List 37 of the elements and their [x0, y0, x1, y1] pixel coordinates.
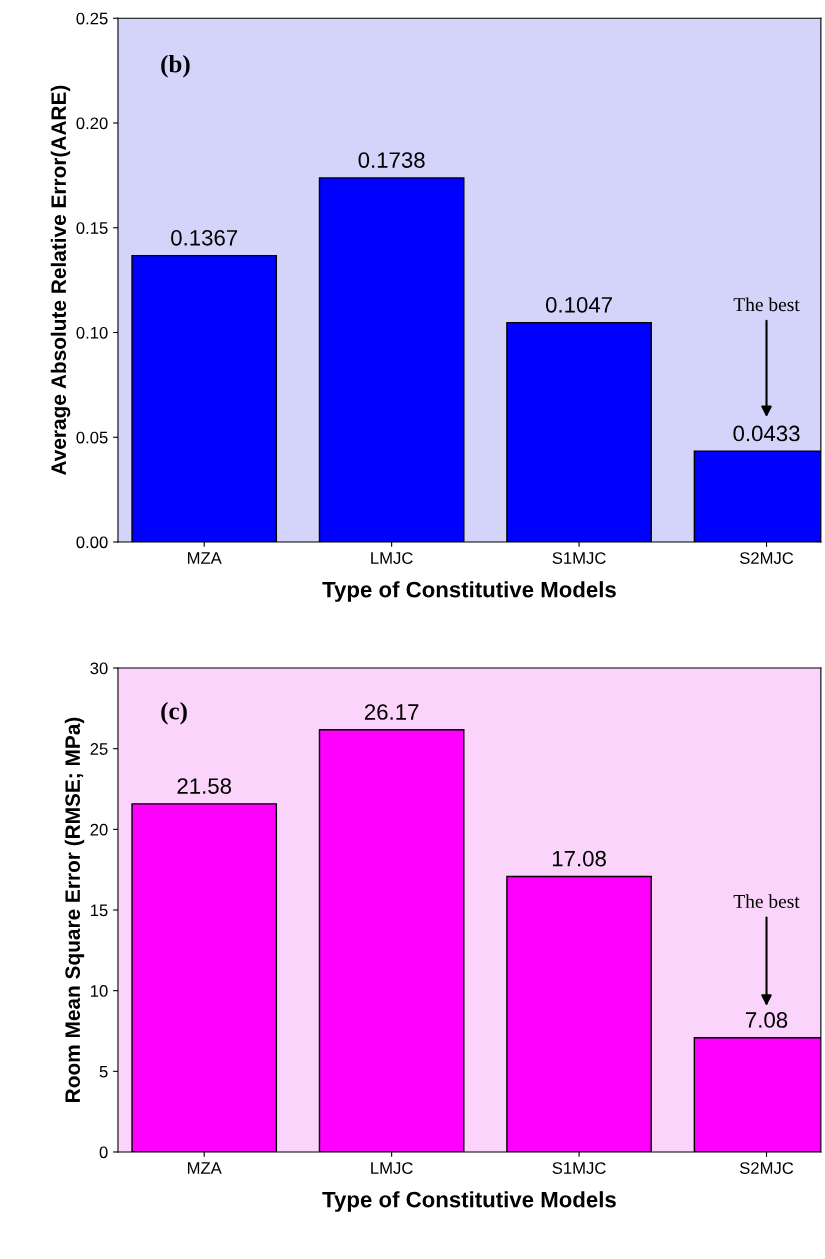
annotation: (c) — [161, 701, 187, 725]
y-tick-label: 0.20 — [76, 117, 108, 130]
y-tick-label: 30 — [90, 662, 108, 675]
x-tick-label: S1MJC — [552, 552, 606, 564]
data-label: 7.08 — [746, 1012, 788, 1028]
data-label: 26.17 — [364, 704, 419, 720]
data-label: 0.1367 — [171, 229, 238, 246]
y-tick-label: 20 — [90, 823, 108, 836]
annotation: (b) — [161, 54, 190, 78]
x-tick-label: LMJC — [371, 552, 413, 564]
annotation: The best — [733, 297, 800, 312]
data-label: 0.1738 — [358, 152, 425, 168]
x-tick-label: S1MJC — [552, 1162, 606, 1174]
x-tick-label: MZA — [187, 552, 222, 564]
x-axis-title: Type of Constitutive Models — [322, 1191, 616, 1212]
y-tick-label: 15 — [90, 904, 108, 917]
y-axis-title: Room Mean Square Error (RMSE; MPa) — [64, 717, 85, 1102]
y-tick-label: 10 — [90, 985, 108, 997]
y-tick-label: 5 — [99, 1065, 108, 1078]
y-axis-title: Average Absolute Relative Error(AARE) — [50, 85, 71, 476]
data-label: 0.1047 — [545, 296, 612, 313]
x-tick-label: S2MJC — [739, 552, 794, 564]
y-tick-label: 0.25 — [76, 12, 108, 25]
y-tick-label: 0.10 — [76, 326, 108, 339]
data-label: 21.58 — [177, 778, 232, 794]
data-label: 17.08 — [552, 850, 606, 867]
x-tick-label: LMJC — [371, 1162, 413, 1174]
data-label: 0.0433 — [733, 425, 800, 442]
x-tick-label: MZA — [187, 1162, 222, 1174]
x-tick-label: S2MJC — [739, 1162, 794, 1174]
x-axis-title: Type of Constitutive Models — [322, 581, 616, 602]
y-tick-label: 0.00 — [76, 536, 108, 549]
y-tick-label: 0.15 — [76, 222, 108, 234]
y-tick-label: 0.05 — [76, 431, 108, 444]
y-tick-label: 0 — [99, 1146, 108, 1159]
y-tick-label: 25 — [90, 743, 108, 755]
annotation: The best — [733, 894, 800, 908]
